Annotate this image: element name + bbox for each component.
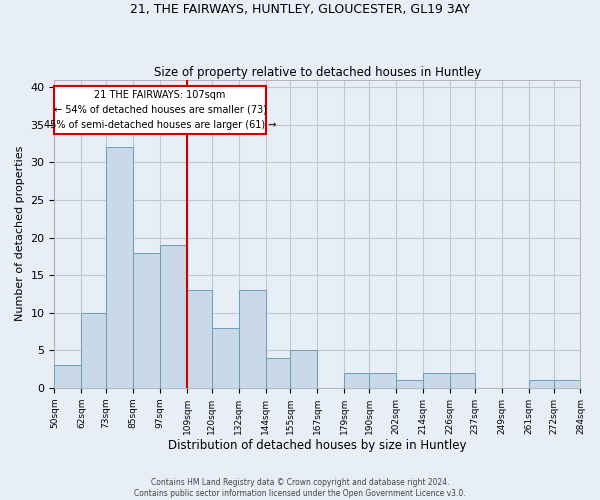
Text: 21, THE FAIRWAYS, HUNTLEY, GLOUCESTER, GL19 3AY: 21, THE FAIRWAYS, HUNTLEY, GLOUCESTER, G…	[130, 2, 470, 16]
X-axis label: Distribution of detached houses by size in Huntley: Distribution of detached houses by size …	[168, 440, 467, 452]
Bar	[369, 373, 396, 388]
Title: Size of property relative to detached houses in Huntley: Size of property relative to detached ho…	[154, 66, 481, 78]
Text: 21 THE FAIRWAYS: 107sqm
← 54% of detached houses are smaller (73)
45% of semi-de: 21 THE FAIRWAYS: 107sqm ← 54% of detache…	[44, 90, 276, 130]
Bar	[554, 380, 580, 388]
Text: Contains HM Land Registry data © Crown copyright and database right 2024.
Contai: Contains HM Land Registry data © Crown c…	[134, 478, 466, 498]
Bar	[344, 373, 369, 388]
Bar	[187, 290, 212, 388]
Bar	[290, 350, 317, 388]
FancyBboxPatch shape	[55, 86, 266, 134]
Bar	[106, 148, 133, 388]
Bar	[239, 290, 266, 388]
Bar	[450, 373, 475, 388]
Bar	[212, 328, 239, 388]
Bar	[266, 358, 290, 388]
Bar	[160, 245, 187, 388]
Bar	[423, 373, 450, 388]
Bar	[529, 380, 554, 388]
Bar	[55, 366, 82, 388]
Bar	[133, 252, 160, 388]
Bar	[396, 380, 423, 388]
Bar	[82, 312, 106, 388]
Y-axis label: Number of detached properties: Number of detached properties	[15, 146, 25, 322]
